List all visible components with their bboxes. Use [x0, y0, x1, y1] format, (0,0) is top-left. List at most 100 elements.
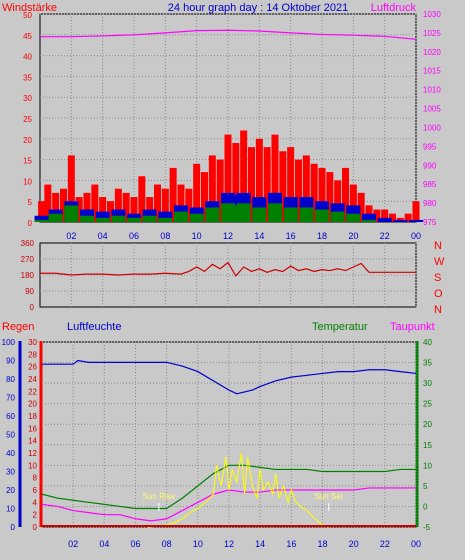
climate-x-tick-label: 02 [68, 539, 78, 549]
wind-minimum-bar [283, 207, 298, 222]
climate-x-tick-label: 14 [255, 539, 265, 549]
wind-tick-label: 40 [23, 53, 32, 62]
pressure-tick-label: 1010 [423, 86, 441, 95]
direction-label-s: S [434, 272, 441, 284]
wind-minimum-bar [64, 205, 79, 222]
wind-x-tick-label: 16 [286, 231, 296, 241]
wind-x-tick-label: 20 [348, 231, 358, 241]
humidity-scale-tick-label: 50 [6, 431, 15, 440]
wind-gust-bar [177, 184, 185, 222]
pressure-tick-label: 980 [423, 199, 437, 208]
wind-x-tick-label: 02 [66, 231, 76, 241]
wind-x-tick-label: 06 [129, 231, 139, 241]
direction-tick-label: 0 [30, 303, 35, 312]
pressure-tick-label: 985 [423, 180, 437, 189]
wind-minimum-bar [268, 203, 282, 222]
climate-x-tick-label: 00 [411, 539, 421, 549]
wind-tick-label: 30 [23, 94, 32, 103]
wind-gust-bar [67, 155, 75, 222]
wind-gust-bar [138, 176, 146, 222]
direction-tick-label: 90 [25, 287, 34, 296]
legend-dewpoint: Taupunkt [390, 321, 435, 333]
wind-minimum-bar [362, 219, 376, 222]
wind-gust-bar [271, 134, 279, 222]
temperature-tick-label: 10 [423, 461, 432, 470]
climate-x-tick-label: 20 [349, 539, 359, 549]
rain-scale-tick-label: 10 [28, 461, 37, 470]
wind-tick-label: 0 [28, 219, 33, 228]
pressure-tick-label: 1030 [423, 10, 441, 19]
wind-gust-bar [349, 184, 357, 222]
wind-gust-bar [295, 159, 302, 222]
climate-x-tick-label: 08 [162, 539, 172, 549]
wind-average-bar [34, 215, 49, 222]
humidity-scale-tick-label: 0 [11, 523, 16, 532]
wind-minimum-bar [315, 209, 329, 222]
rain-scale-tick-label: 4 [33, 498, 38, 507]
wind-direction-line [40, 261, 416, 277]
wind-gust-bar [83, 192, 91, 222]
wind-gust-bar [75, 197, 83, 222]
wind-gust-bar [357, 192, 365, 222]
wind-tick-label: 15 [23, 157, 32, 166]
humidity-scale-tick-label: 100 [2, 338, 16, 347]
rain-scale-tick-label: 16 [28, 424, 37, 433]
rain-scale-tick-label: 26 [28, 363, 37, 372]
wind-tick-label: 25 [23, 115, 32, 124]
climate-x-tick-label: 18 [317, 539, 327, 549]
wind-gust-bar [224, 134, 232, 222]
direction-tick-label: 360 [21, 239, 35, 248]
temperature-tick-label: 20 [423, 420, 432, 429]
wind-minimum-bar [252, 207, 267, 222]
direction-label-o: O [434, 288, 443, 300]
pressure-axis-title: Luftdruck [371, 2, 417, 14]
pressure-tick-label: 975 [423, 218, 437, 227]
climate-x-tick-label: 04 [99, 539, 109, 549]
wind-tick-label: 20 [23, 136, 32, 145]
pressure-tick-label: 990 [423, 161, 437, 170]
wind-minimum-bar [330, 211, 345, 222]
wind-gust-bar [412, 201, 420, 222]
wind-average-bar [362, 213, 376, 222]
humidity-scale-tick-label: 20 [6, 486, 15, 495]
wind-minimum-bar [174, 211, 188, 222]
direction-label-n-bottom: N [434, 304, 442, 316]
wind-x-tick-label: 10 [192, 231, 202, 241]
wind-gust-bar [193, 163, 201, 222]
humidity-scale-tick-label: 30 [6, 468, 15, 477]
rain-scale-tick-label: 18 [28, 412, 37, 421]
sunrise-annotation: Sun Rise [143, 492, 176, 501]
wind-gust-bar [318, 167, 326, 222]
rain-scale-tick-label: 2 [33, 511, 38, 520]
rain-scale-tick-label: 6 [33, 486, 38, 495]
wind-tick-label: 50 [23, 11, 32, 20]
wind-minimum-bar [80, 215, 94, 222]
climate-x-tick-label: 12 [224, 539, 234, 549]
wind-minimum-bar [299, 207, 314, 222]
wind-gust-bar [154, 184, 161, 222]
rain-scale-tick-label: 8 [33, 474, 38, 483]
wind-gust-bar [255, 138, 263, 222]
wind-minimum-bar [236, 203, 251, 222]
rain-scale-tick-label: 30 [28, 338, 37, 347]
wind-gust-bar [146, 197, 154, 222]
wind-gust-bar [240, 130, 248, 222]
wind-gust-bar [287, 147, 295, 222]
wind-gust-bar [99, 197, 107, 222]
humidity-scale-tick-label: 40 [6, 449, 15, 458]
wind-tick-label: 35 [23, 73, 32, 82]
wind-gust-bar [310, 163, 318, 222]
rain-scale-tick-label: 12 [28, 449, 37, 458]
wind-gust-bar [381, 209, 389, 222]
wind-gust-bar [373, 209, 381, 222]
pressure-line [40, 29, 417, 40]
pressure-tick-label: 1005 [423, 105, 441, 114]
rain-scale-tick-label: 0 [33, 523, 38, 532]
wind-minimum-bar [205, 207, 220, 222]
humidity-scale-tick-label: 60 [6, 412, 15, 421]
wind-tick-label: 45 [23, 32, 32, 41]
climate-x-tick-label: 10 [193, 539, 203, 549]
wind-average-bar [409, 219, 423, 222]
wind-x-tick-label: 14 [254, 231, 264, 241]
